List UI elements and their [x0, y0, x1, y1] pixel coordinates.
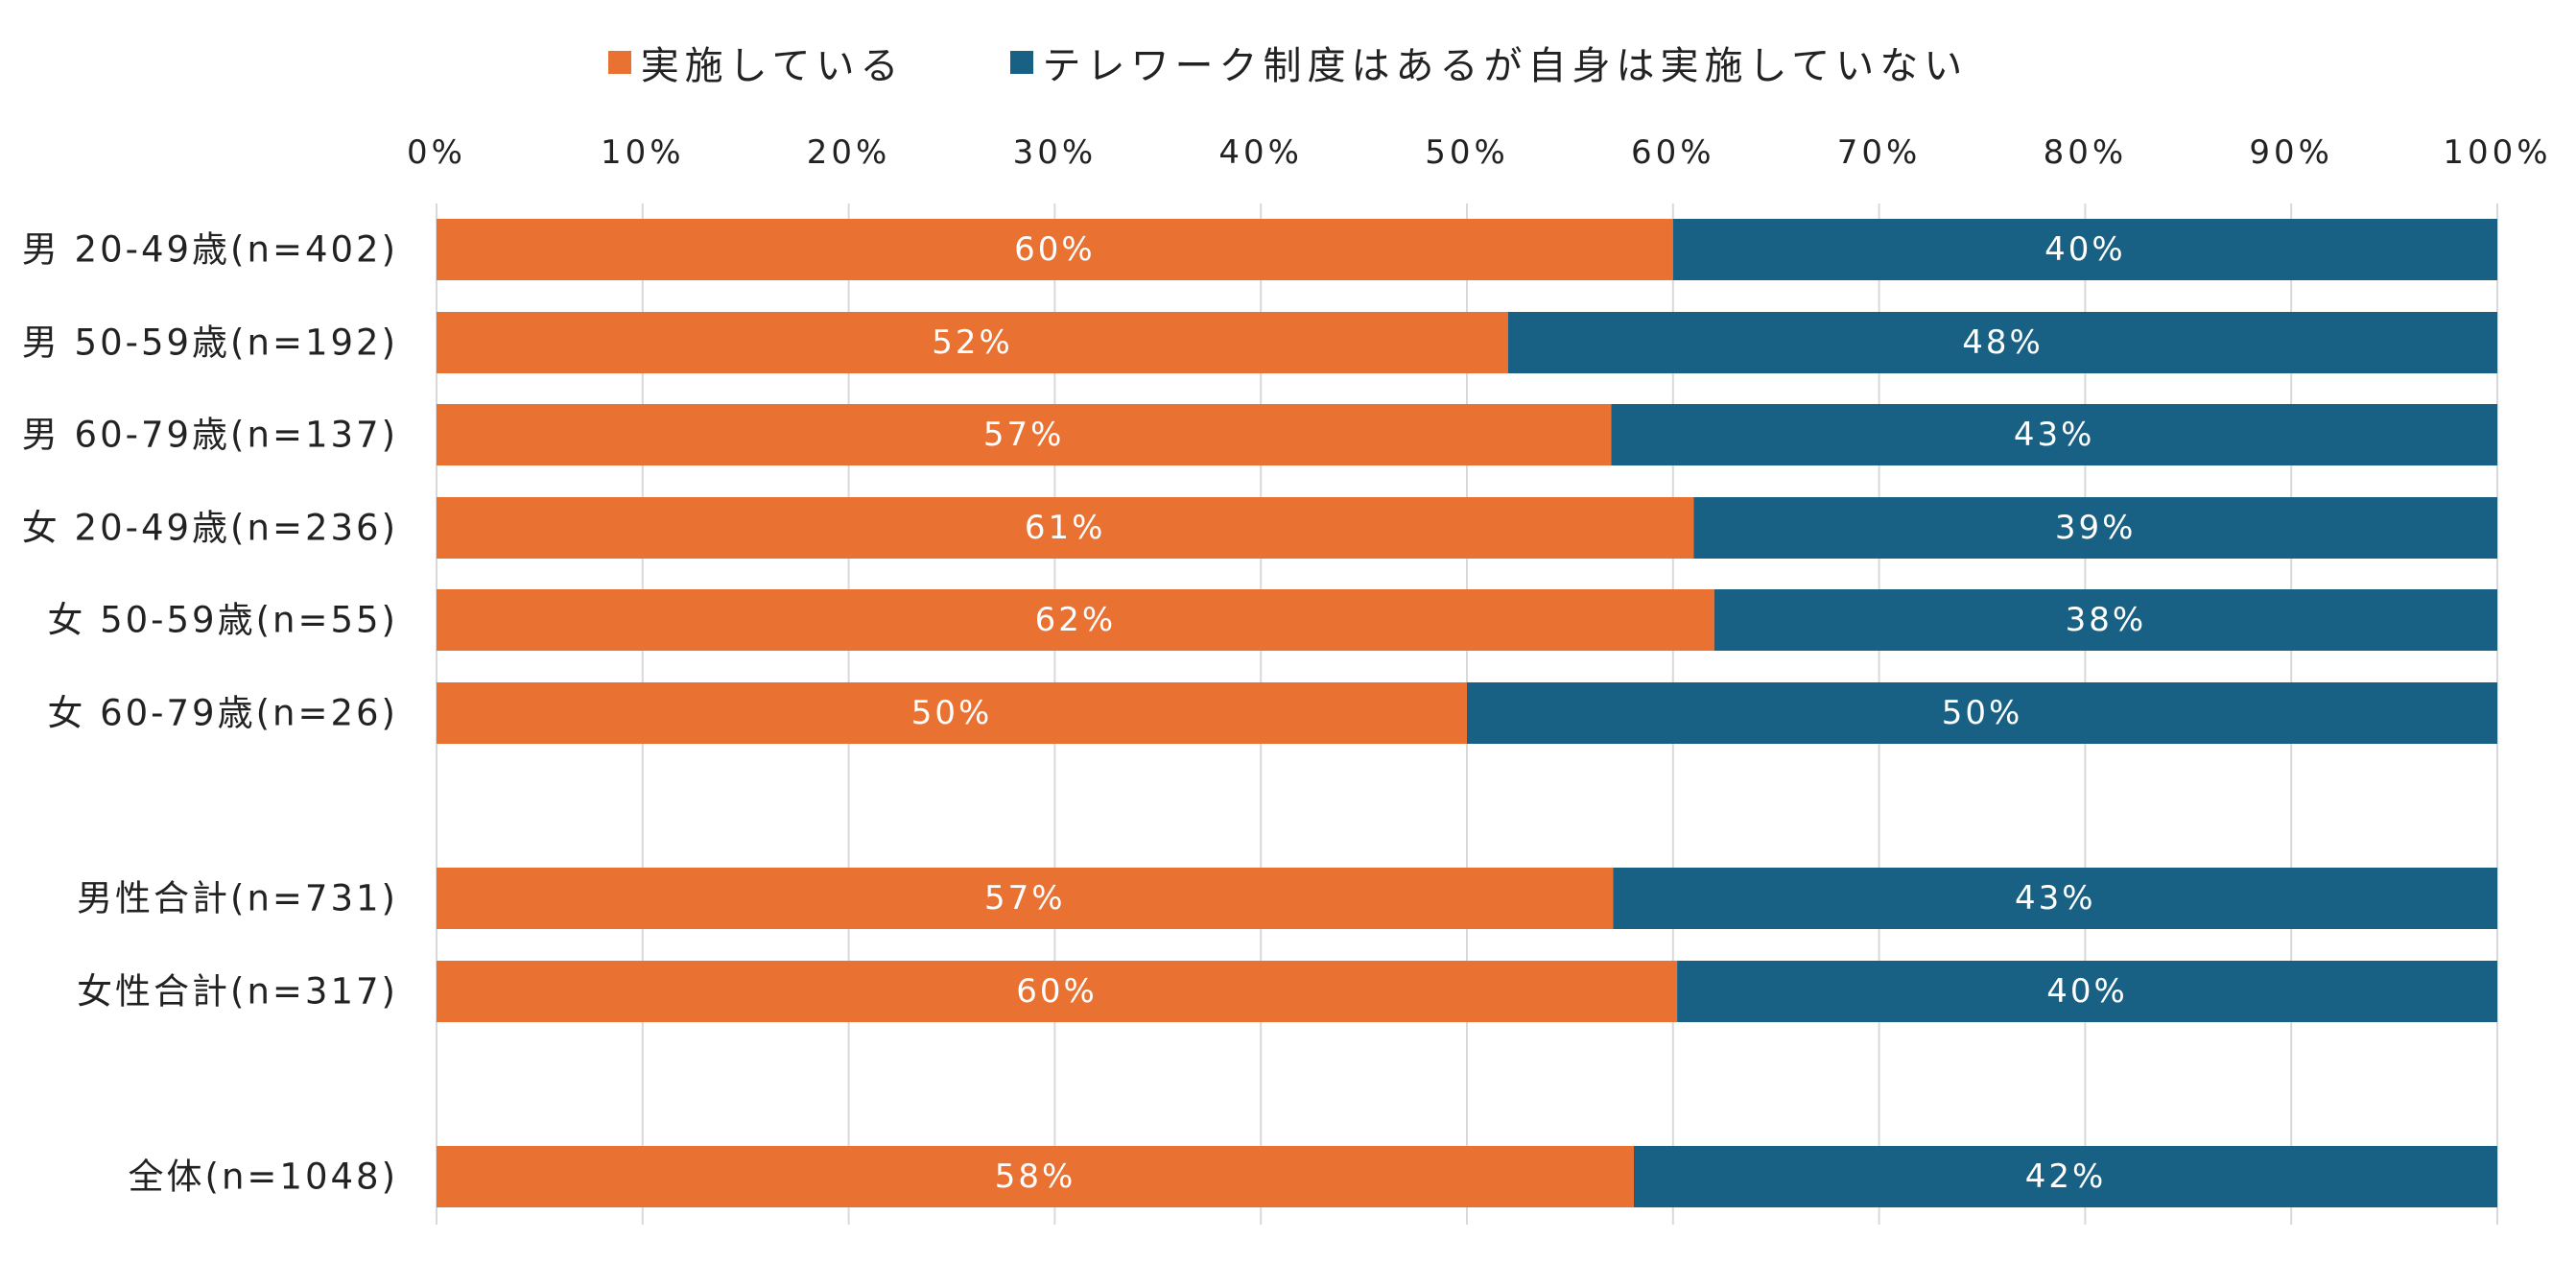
x-tick-label: 20% [807, 133, 891, 172]
category-label: 男 60-79歳(n=137) [22, 415, 398, 456]
category-label: 女 50-59歳(n=55) [47, 600, 398, 641]
x-tick-label: 40% [1218, 133, 1303, 172]
bar-value-label: 42% [2025, 1157, 2107, 1196]
category-label: 男 50-59歳(n=192) [22, 322, 398, 364]
bar-segment-implementing [437, 682, 1467, 744]
bar-segment-not-implementing [1713, 589, 2497, 651]
bars: 60% 40% 52% 48% 57% 43% 61% 39% 62% 38% 50% 50% 57% 4… [437, 219, 2497, 1207]
bar-segment-not-implementing [1611, 404, 2497, 465]
bar-segment-not-implementing [1672, 219, 2497, 280]
x-tick-label: 10% [601, 133, 685, 172]
x-tick-label: 80% [2044, 133, 2128, 172]
bar-value-label: 60% [1016, 972, 1098, 1011]
bar-value-label: 43% [2015, 879, 2096, 918]
bar-segment-implementing [437, 404, 1612, 465]
bar-value-label: 39% [2055, 509, 2137, 547]
bar-value-label: 43% [2014, 416, 2095, 454]
category-labels: 男 20-49歳(n=402) 男 50-59歳(n=192) 男 60-79歳(n… [22, 229, 398, 1198]
bar-value-label: 50% [1942, 694, 2023, 732]
legend-item-not-implementing: テレワーク制度はあるが自身は実施していない [1009, 35, 1969, 90]
legend: 実施している テレワーク制度はあるが自身は実施していない [0, 35, 2576, 90]
bar-segment-not-implementing [1613, 868, 2497, 929]
bar-value-label: 60% [1014, 230, 1096, 269]
bar-segment-implementing [437, 312, 1508, 373]
bar-segment-not-implementing [1693, 497, 2497, 559]
x-tick-label: 50% [1425, 133, 1509, 172]
bar-segment-not-implementing [1467, 682, 2497, 744]
bar-value-label: 57% [983, 416, 1065, 454]
x-tick-label: 60% [1631, 133, 1715, 172]
category-label: 男性合計(n=731) [77, 878, 398, 919]
bar-value-label: 40% [2044, 230, 2126, 269]
bar-segment-implementing [437, 497, 1694, 559]
category-label: 全体(n=1048) [129, 1157, 398, 1198]
category-label: 女 20-49歳(n=236) [22, 508, 398, 549]
bar-value-label: 48% [1962, 323, 2044, 362]
legend-swatch-not-implementing [1009, 51, 1033, 74]
bar-value-label: 52% [932, 323, 1013, 362]
x-tick-label: 100% [2443, 133, 2551, 172]
category-label: 男 20-49歳(n=402) [22, 229, 398, 271]
bar-segment-implementing [437, 219, 1673, 280]
legend-swatch-implementing [607, 51, 631, 74]
bar-value-label: 62% [1035, 601, 1117, 639]
bar-segment-not-implementing [1507, 312, 2497, 373]
bar-segment-implementing [437, 589, 1714, 651]
bar-value-label: 57% [984, 879, 1066, 918]
bar-segment-implementing [437, 961, 1678, 1022]
x-tick-label: 0% [407, 133, 466, 172]
legend-item-implementing: 実施している [607, 35, 905, 90]
bar-value-label: 38% [2066, 601, 2147, 639]
bar-segment-not-implementing [1677, 961, 2497, 1022]
bar-value-label: 40% [2046, 972, 2128, 1011]
bar-value-label: 50% [911, 694, 993, 732]
x-axis-ticks: 0% 10% 20% 30% 40% 50% 60% 70% 80% 90% 100% [407, 133, 2551, 172]
legend-label-implementing: 実施している [640, 44, 905, 88]
bar-value-label: 61% [1025, 509, 1106, 547]
legend-label-not-implementing: テレワーク制度はあるが自身は実施していない [1042, 44, 1969, 88]
bar-value-label: 58% [995, 1157, 1076, 1196]
category-label: 女性合計(n=317) [77, 971, 398, 1013]
category-label: 女 60-79歳(n=26) [47, 693, 398, 734]
x-tick-label: 90% [2249, 133, 2333, 172]
bar-segment-implementing [437, 1146, 1634, 1207]
bar-segment-not-implementing [1633, 1146, 2497, 1207]
bar-segment-implementing [437, 868, 1614, 929]
x-tick-label: 30% [1013, 133, 1098, 172]
x-tick-label: 70% [1837, 133, 1922, 172]
